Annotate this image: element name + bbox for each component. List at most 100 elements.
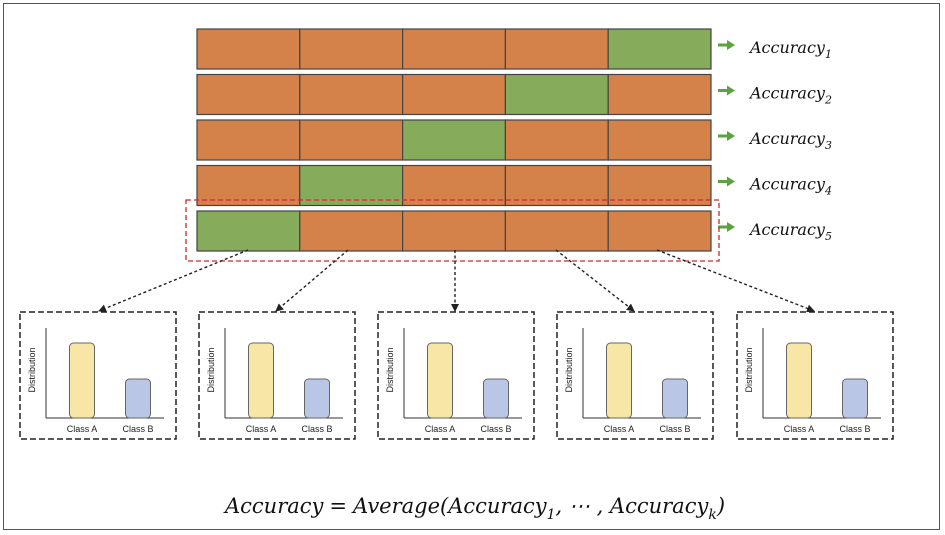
result-arrow-icon — [727, 176, 735, 187]
validation-segment — [504, 73, 609, 116]
result-arrow-icon — [727, 131, 735, 141]
distribution-panel-4: Distribution Class A Class B — [556, 311, 714, 440]
distribution-panel-1: Distribution Class A Class B — [19, 311, 177, 440]
validation-segment — [196, 210, 301, 252]
training-segment — [504, 28, 609, 70]
training-segment — [299, 28, 404, 70]
y-axis-label: Distribution — [385, 347, 395, 392]
accuracy-word: Accuracy — [748, 220, 826, 239]
selected-fold-highlight — [185, 199, 720, 262]
result-arrow-icon — [727, 85, 735, 96]
y-axis-label: Distribution — [27, 347, 37, 392]
fold-accuracy-label: Accuracy2 — [748, 84, 832, 107]
distribution-bar — [248, 342, 274, 419]
panel-frame — [736, 311, 894, 440]
training-segment — [299, 210, 404, 252]
formula-subscript-k: k — [708, 507, 716, 523]
class-tick-label: Class A — [246, 424, 277, 434]
training-segment — [196, 119, 301, 161]
y-axis-label: Distribution — [744, 347, 754, 392]
training-segment — [402, 73, 507, 116]
training-segment — [504, 210, 609, 252]
distribution-bar — [427, 342, 453, 419]
distribution-bar — [304, 378, 330, 419]
panel-frame — [377, 311, 535, 440]
fold-row-4: Accuracy4 — [196, 164, 832, 207]
y-axis-label: Distribution — [206, 347, 216, 392]
class-tick-label: Class B — [480, 424, 511, 434]
fold-row-3: Accuracy3 — [196, 119, 832, 161]
class-tick-label: Class B — [839, 424, 870, 434]
fold-row-1: Accuracy1 — [196, 28, 832, 70]
y-axis-label: Distribution — [564, 347, 574, 392]
formula-close: ) — [716, 494, 725, 518]
segment-to-panel-arrow — [656, 249, 815, 313]
accuracy-subscript: 4 — [824, 185, 832, 198]
class-tick-label: Class B — [122, 424, 153, 434]
class-tick-label: Class B — [301, 424, 332, 434]
fold-row-2: Accuracy2 — [196, 73, 832, 116]
training-segment — [196, 73, 301, 116]
training-segment — [607, 210, 712, 252]
class-tick-label: Class B — [659, 424, 690, 434]
accuracy-word: Accuracy — [748, 129, 826, 148]
class-tick-label: Class A — [425, 424, 456, 434]
class-tick-label: Class A — [784, 424, 815, 434]
panel-frame — [556, 311, 714, 440]
folds-group: Accuracy1Accuracy2Accuracy3Accuracy4Accu… — [185, 28, 832, 262]
training-segment — [504, 164, 609, 207]
training-segment — [607, 164, 712, 207]
distribution-panel-3: Distribution Class A Class B — [377, 311, 535, 440]
validation-segment — [607, 28, 712, 70]
accuracy-subscript: 1 — [825, 48, 832, 61]
distribution-bar — [786, 342, 812, 419]
accuracy-subscript: 2 — [824, 94, 832, 107]
average-accuracy-formula: Accuracy = Average(Accuracy1, ⋯ , Accuracy… — [223, 494, 725, 523]
formula-equals: = — [329, 494, 347, 518]
segment-to-panel-arrow — [275, 249, 349, 312]
distribution-bar — [842, 378, 868, 419]
distribution-bar — [69, 342, 95, 419]
panel-frame — [19, 311, 177, 440]
segment-to-panel-arrow — [555, 249, 635, 312]
result-arrow-icon — [727, 40, 735, 50]
distribution-panel-2: Distribution Class A Class B — [198, 311, 356, 440]
fold-accuracy-label: Accuracy3 — [748, 129, 832, 152]
training-segment — [196, 164, 301, 207]
outer-frame — [3, 3, 940, 530]
segment-to-panel-arrow — [98, 249, 249, 313]
fold-accuracy-label: Accuracy1 — [748, 38, 832, 61]
distribution-bar — [125, 378, 151, 419]
validation-segment — [402, 119, 507, 161]
training-segment — [607, 119, 712, 161]
accuracy-word: Accuracy — [748, 84, 826, 103]
training-segment — [607, 73, 712, 116]
distribution-bar — [483, 378, 509, 419]
connector-group — [98, 249, 815, 313]
accuracy-subscript: 3 — [825, 139, 832, 152]
formula-func: Average(Accuracy — [351, 494, 548, 518]
training-segment — [299, 73, 404, 116]
class-tick-label: Class A — [604, 424, 635, 434]
formula-lhs: Accuracy — [223, 494, 325, 518]
accuracy-subscript: 5 — [825, 230, 832, 243]
fold-accuracy-label: Accuracy4 — [748, 175, 832, 198]
class-tick-label: Class A — [67, 424, 98, 434]
training-segment — [402, 210, 507, 252]
accuracy-word: Accuracy — [748, 38, 826, 57]
formula-subscript-1: 1 — [547, 507, 556, 523]
fold-accuracy-label: Accuracy5 — [748, 220, 832, 243]
result-arrow-icon — [727, 222, 735, 232]
formula-middle: , ⋯ , Accuracy — [556, 494, 710, 518]
training-segment — [299, 119, 404, 161]
training-segment — [402, 28, 507, 70]
distribution-panel-5: Distribution Class A Class B — [736, 311, 894, 440]
panel-frame — [198, 311, 356, 440]
fold-row-5: Accuracy5 — [196, 210, 832, 252]
training-segment — [196, 28, 301, 70]
accuracy-word: Accuracy — [748, 175, 826, 194]
distribution-panels-group: Distribution Class A Class B Distribution Cl… — [19, 311, 894, 440]
distribution-bar — [606, 342, 632, 419]
